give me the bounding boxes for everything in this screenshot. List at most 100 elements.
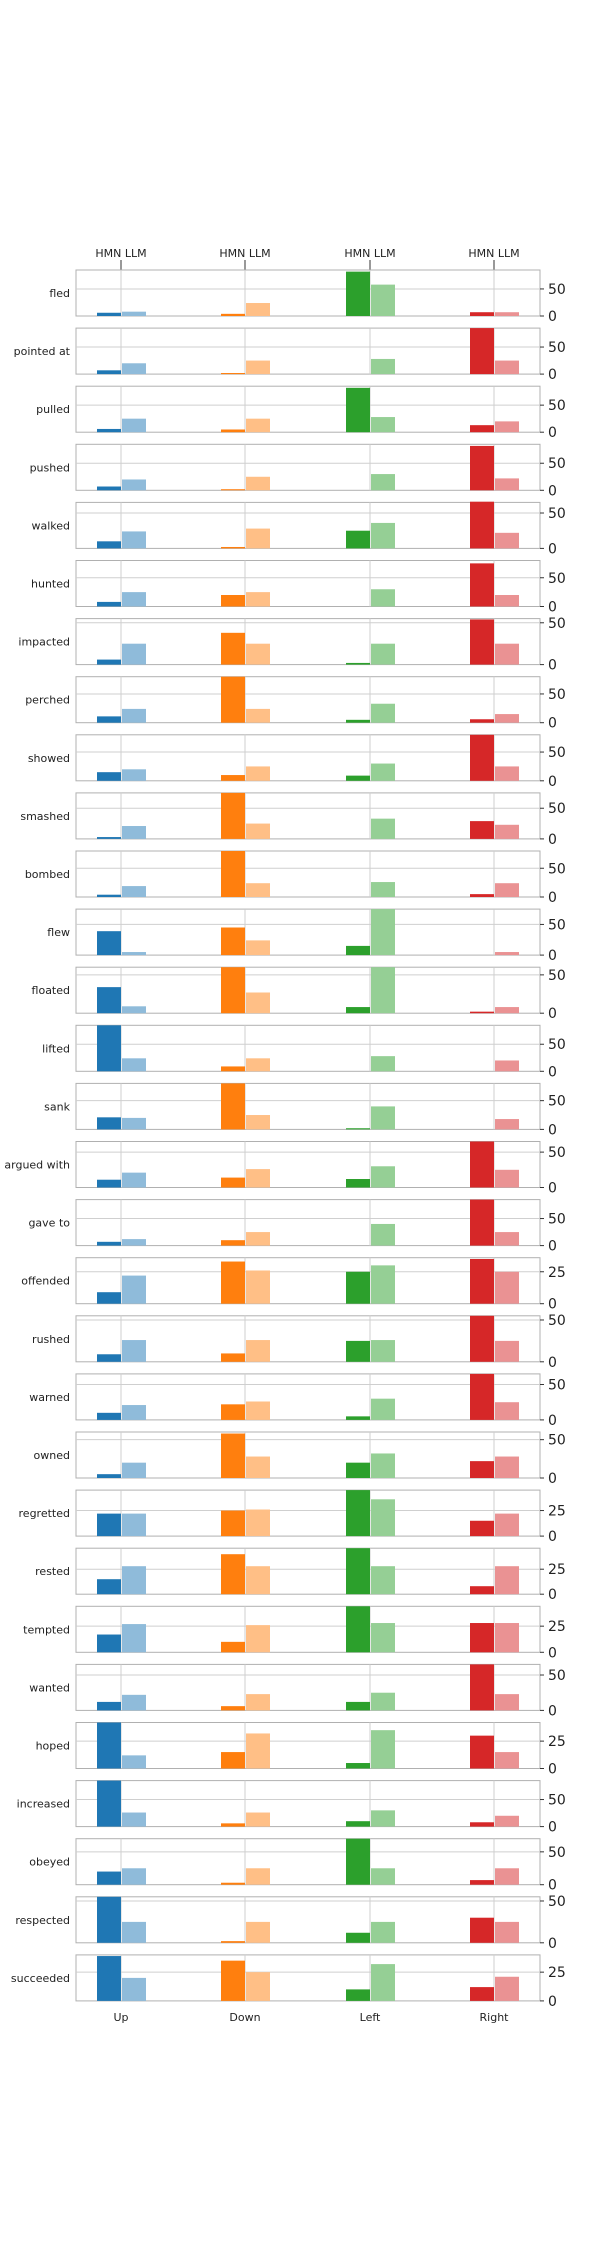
bar-llm-left [371, 474, 395, 491]
bar-hmn-up [97, 428, 121, 433]
bar-llm-right [495, 643, 519, 665]
bar-llm-left [371, 1166, 395, 1188]
bar-llm-right [495, 1921, 519, 1943]
bar-llm-up [122, 1405, 146, 1420]
bar-llm-right [495, 1513, 519, 1537]
bar-hmn-right [470, 1141, 494, 1188]
bar-hmn-right [470, 719, 494, 723]
y-tick-label: 25 [548, 1562, 566, 1578]
y-tick-label: 0 [548, 1703, 557, 1719]
bar-llm-up [122, 311, 146, 316]
bar-llm-up [122, 1239, 146, 1246]
bar-hmn-down [221, 1353, 245, 1362]
bar-hmn-up [97, 987, 121, 1014]
bar-llm-left [371, 1499, 395, 1537]
y-tick-label: 25 [548, 1734, 566, 1750]
bar-hmn-down [221, 1960, 245, 2001]
bar-llm-right [495, 1402, 519, 1420]
panel-label: increased [17, 1798, 70, 1811]
panel-label: gave to [28, 1217, 70, 1230]
bar-hmn-right [470, 1315, 494, 1362]
panel-frame [75, 1722, 541, 1769]
y-tick-label: 0 [548, 425, 557, 441]
bar-hmn-up [97, 1117, 121, 1130]
panel-frame [75, 1780, 541, 1828]
bar-llm-right [495, 1623, 519, 1653]
bar-llm-up [122, 1172, 146, 1188]
bar-llm-right [495, 1340, 519, 1362]
y-tick-label: 50 [548, 398, 566, 414]
bar-hmn-right [470, 501, 494, 549]
bar-llm-right [495, 1271, 519, 1304]
bar-llm-left [371, 1056, 395, 1072]
y-tick-label: 0 [548, 1355, 557, 1371]
bar-hmn-down [221, 595, 245, 607]
y-tick-label: 50 [548, 1668, 566, 1684]
bar-llm-right [495, 595, 519, 607]
bar-llm-down [246, 1232, 270, 1246]
y-tick-label: 50 [548, 687, 566, 703]
bar-llm-down [246, 528, 270, 549]
panel-frame [75, 269, 541, 317]
panel-label: flew [47, 926, 70, 939]
y-tick-label: 0 [548, 1645, 557, 1661]
panel-label: warned [29, 1391, 70, 1404]
panel-frame [75, 1373, 541, 1421]
y-tick-label: 0 [548, 1587, 557, 1603]
bar-hmn-up [97, 1412, 121, 1420]
bar-hmn-right [470, 1520, 494, 1537]
bar-llm-left [371, 1921, 395, 1943]
bar-llm-right [495, 478, 519, 491]
bar-llm-right [495, 714, 519, 723]
bar-llm-down [246, 940, 270, 956]
bar-hmn-up [97, 1513, 121, 1537]
bar-hmn-up [97, 1579, 121, 1595]
y-tick-label: 0 [548, 1820, 557, 1836]
y-tick-label: 50 [548, 1313, 566, 1329]
bar-llm-up [122, 531, 146, 549]
bar-hmn-right [470, 1987, 494, 2001]
bar-hmn-up [97, 894, 121, 897]
y-tick-label: 50 [548, 1212, 566, 1228]
bar-hmn-left [346, 1462, 370, 1478]
bar-hmn-down [221, 967, 245, 1014]
top-tick-label: HMN LLM [95, 247, 146, 260]
bar-llm-down [246, 1456, 270, 1478]
y-tick-label: 0 [548, 367, 557, 383]
bar-hmn-up [97, 312, 121, 316]
y-tick-label: 0 [548, 716, 557, 732]
panel-label: lifted [42, 1042, 70, 1055]
bar-llm-left [371, 1868, 395, 1885]
bar-llm-down [246, 883, 270, 897]
panel-label: floated [32, 984, 70, 997]
bar-llm-left [371, 589, 395, 607]
y-tick-label: 0 [548, 1064, 557, 1080]
top-tick-label: HMN LLM [219, 247, 270, 260]
bar-llm-left [371, 1223, 395, 1246]
bar-llm-up [122, 1868, 146, 1885]
panel-frame [75, 1489, 541, 1537]
bar-llm-right [495, 1060, 519, 1072]
bar-llm-right [495, 766, 519, 781]
bar-llm-right [495, 1694, 519, 1711]
bar-hmn-up [97, 601, 121, 607]
bar-hmn-down [221, 313, 245, 316]
bar-hmn-right [470, 1373, 494, 1420]
bar-llm-up [122, 1058, 146, 1072]
panel-frame [75, 618, 541, 666]
bar-hmn-up [97, 1701, 121, 1711]
y-tick-label: 0 [548, 1878, 557, 1894]
bar-hmn-right [470, 312, 494, 316]
x-category-label: Down [229, 2011, 260, 2024]
panel-label: rushed [32, 1333, 70, 1346]
y-tick-label: 50 [548, 1378, 566, 1394]
y-tick-label: 0 [548, 1762, 557, 1778]
top-tick-label: HMN LLM [344, 247, 395, 260]
y-tick-label: 50 [548, 616, 566, 632]
y-tick-label: 0 [548, 658, 557, 674]
panel-label: smashed [20, 810, 70, 823]
bar-hmn-up [97, 541, 121, 549]
panel-label: succeeded [11, 1972, 70, 1985]
bar-llm-up [122, 1513, 146, 1537]
bar-hmn-down [221, 1882, 245, 1885]
